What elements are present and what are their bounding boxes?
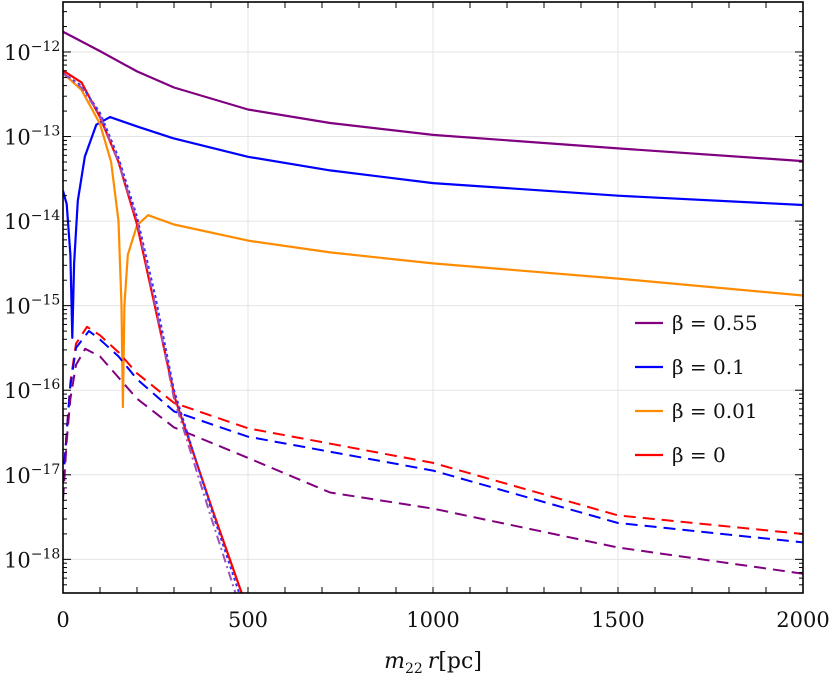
series-line-solid-0 [63, 30, 803, 163]
series-line-solid-2 [63, 72, 803, 409]
series-line-dotted-7 [63, 72, 241, 593]
y-tick-label: 10−18 [4, 546, 60, 572]
series-line-dashed-6 [63, 347, 803, 575]
legend-label: β = 0.1 [672, 355, 745, 379]
y-tick-label: 10−14 [4, 208, 60, 234]
plot-lines [63, 30, 803, 593]
x-tick-label: 1500 [591, 608, 644, 632]
series-line-dashed-5 [63, 330, 803, 544]
legend-label: β = 0.01 [672, 399, 758, 423]
x-axis-title: m22 r[pc] [384, 649, 482, 677]
legend-label: β = 0 [672, 443, 726, 467]
x-tick-labels: 0 500 1000 1500 2000 [56, 608, 829, 632]
series-line-dashdot-8 [63, 72, 237, 593]
legend: β = 0.55 β = 0.1 β = 0.01 β = 0 [635, 311, 758, 467]
y-tick-labels: 10−12 10−13 10−14 10−15 10−16 10−17 10−18 [4, 39, 60, 572]
x-tick-label: 500 [228, 608, 268, 632]
x-tick-label: 2000 [776, 608, 829, 632]
axis-ticks [62, 2, 804, 594]
y-tick-label: 10−16 [4, 377, 60, 403]
grid [63, 2, 803, 593]
y-tick-label: 10−13 [4, 124, 60, 150]
y-tick-label: 10−15 [4, 293, 60, 319]
legend-label: β = 0.55 [672, 311, 758, 335]
x-tick-label: 1000 [406, 608, 459, 632]
y-tick-label: 10−12 [4, 39, 60, 65]
x-tick-label: 0 [56, 608, 69, 632]
y-tick-label: 10−17 [4, 462, 60, 488]
